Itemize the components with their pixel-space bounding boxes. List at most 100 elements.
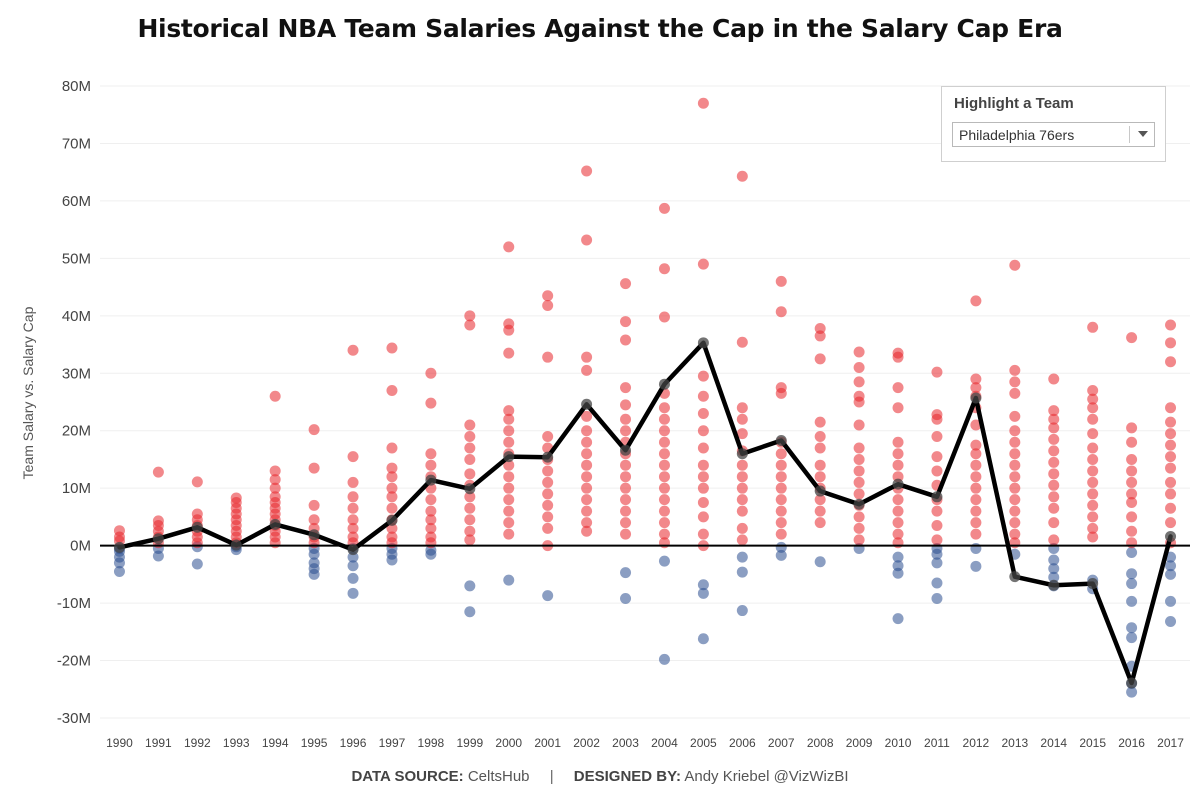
data-point xyxy=(1087,476,1099,488)
data-point xyxy=(658,436,670,448)
gridlines xyxy=(100,85,1190,719)
data-point xyxy=(853,534,865,546)
data-point xyxy=(347,502,359,514)
data-point xyxy=(425,505,437,517)
data-point xyxy=(1009,425,1021,437)
data-point xyxy=(1009,376,1021,388)
y-tick-label: 60M xyxy=(62,193,91,210)
data-point xyxy=(892,517,904,529)
footer-source-label: DATA SOURCE: xyxy=(351,768,464,785)
data-point xyxy=(347,344,359,356)
data-point xyxy=(1048,373,1060,385)
data-point xyxy=(736,482,748,494)
data-point xyxy=(1087,522,1099,534)
data-point xyxy=(1087,531,1099,543)
data-point xyxy=(464,430,476,442)
data-point xyxy=(1048,433,1060,445)
data-point xyxy=(1009,471,1021,483)
data-point xyxy=(697,587,709,599)
data-point xyxy=(386,531,398,543)
data-point xyxy=(970,439,982,451)
data-point xyxy=(347,491,359,503)
team-dropdown[interactable]: Philadelphia 76ers xyxy=(952,122,1155,147)
data-point xyxy=(425,397,437,409)
x-axis-ticks: 1990 1991 1992 1993 1994 1995 1996 1997 1998 1999… xyxy=(106,736,1184,750)
data-point xyxy=(814,471,826,483)
highlight-point xyxy=(581,398,593,410)
data-point xyxy=(1165,356,1177,368)
data-point xyxy=(1009,410,1021,422)
data-point xyxy=(1126,497,1138,509)
highlight-point xyxy=(347,544,359,556)
data-point xyxy=(775,494,787,506)
data-point xyxy=(425,448,437,460)
footer-source-value: CeltsHub xyxy=(467,768,530,785)
data-point xyxy=(658,471,670,483)
data-point xyxy=(347,514,359,526)
data-point xyxy=(1009,528,1021,540)
data-point xyxy=(1048,422,1060,434)
data-point xyxy=(386,471,398,483)
data-point xyxy=(386,502,398,514)
data-point xyxy=(1165,428,1177,440)
data-point xyxy=(1087,511,1099,523)
data-point xyxy=(464,502,476,514)
data-point xyxy=(736,413,748,425)
data-point xyxy=(230,492,242,504)
data-point xyxy=(191,476,203,488)
data-point xyxy=(347,476,359,488)
data-point xyxy=(1165,439,1177,451)
data-point xyxy=(1087,488,1099,500)
data-point xyxy=(581,351,593,363)
data-point xyxy=(736,402,748,414)
data-point xyxy=(775,505,787,517)
data-point xyxy=(775,549,787,561)
data-point xyxy=(620,382,632,394)
data-point xyxy=(853,465,865,477)
data-point xyxy=(503,405,515,417)
data-point xyxy=(620,316,632,328)
data-point xyxy=(620,592,632,604)
data-point xyxy=(1048,534,1060,546)
data-point xyxy=(697,97,709,109)
data-point xyxy=(892,560,904,572)
data-point xyxy=(736,551,748,563)
data-point xyxy=(892,528,904,540)
data-point xyxy=(542,351,554,363)
highlight-point xyxy=(503,451,515,463)
data-point xyxy=(581,482,593,494)
data-point xyxy=(1009,459,1021,471)
data-point xyxy=(347,572,359,584)
data-point xyxy=(503,528,515,540)
data-point xyxy=(1126,453,1138,465)
data-point xyxy=(464,534,476,546)
data-point xyxy=(814,517,826,529)
data-point xyxy=(425,531,437,543)
x-tick-label: 2015 xyxy=(1079,736,1106,750)
data-point xyxy=(1165,560,1177,572)
data-point xyxy=(581,410,593,422)
data-point xyxy=(931,409,943,421)
data-point xyxy=(191,508,203,520)
footer-designer-value: Andy Kriebel @VizWizBI xyxy=(684,768,849,785)
data-point xyxy=(658,402,670,414)
highlight-point xyxy=(853,498,865,510)
data-point xyxy=(425,459,437,471)
data-point xyxy=(464,514,476,526)
x-tick-label: 2003 xyxy=(612,736,639,750)
data-point xyxy=(1126,511,1138,523)
data-point xyxy=(853,376,865,388)
data-point xyxy=(1009,364,1021,376)
data-point xyxy=(464,491,476,503)
highlight-point xyxy=(620,444,632,456)
data-point xyxy=(542,511,554,523)
y-tick-label: -30M xyxy=(57,710,91,727)
data-point xyxy=(931,520,943,532)
data-point xyxy=(697,482,709,494)
highlight-point xyxy=(697,337,709,349)
data-point xyxy=(386,462,398,474)
data-point xyxy=(853,522,865,534)
data-point xyxy=(1165,416,1177,428)
data-point xyxy=(425,514,437,526)
chevron-down-icon[interactable] xyxy=(1138,131,1148,137)
